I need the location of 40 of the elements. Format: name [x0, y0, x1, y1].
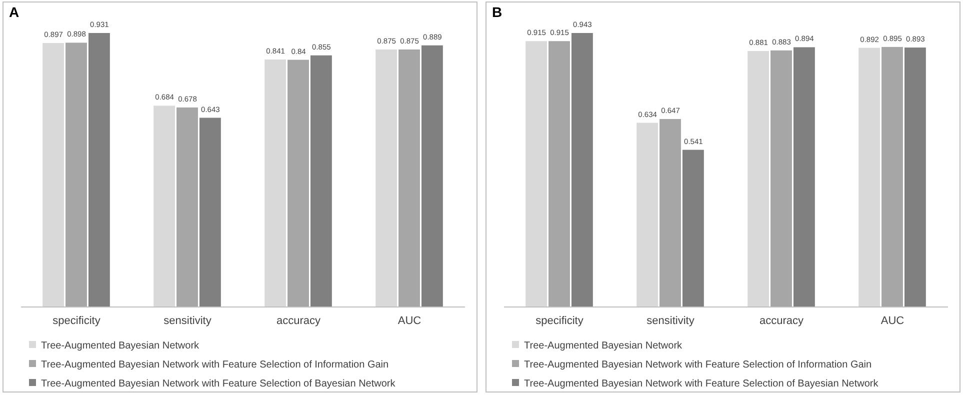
legend-label: Tree-Augmented Bayesian Network with Feature Selection of Information Gain [524, 360, 872, 370]
bar [748, 51, 770, 307]
x-tick-label: AUC [880, 314, 904, 327]
bar [176, 107, 198, 307]
bar [264, 59, 286, 307]
bar [548, 41, 570, 307]
chart-title: B [492, 4, 502, 20]
bar [88, 33, 110, 307]
bar [793, 47, 815, 307]
x-tick-label: accuracy [759, 314, 804, 327]
bar [66, 42, 87, 307]
x-tick-label: specificity [536, 314, 584, 327]
x-tick-label: sensitivity [646, 314, 695, 327]
bar [636, 122, 658, 307]
legend-label: Tree-Augmented Bayesian Network with Feature Selection of Bayesian Network [41, 378, 396, 390]
legend-label: Tree-Augmented Bayesian Network with Feature Selection of Information Gain [41, 360, 389, 370]
bar [882, 46, 903, 307]
chart-title: A [9, 4, 20, 20]
bar [310, 55, 332, 307]
bar [571, 33, 593, 307]
bar [154, 106, 176, 307]
legend-label: Tree-Augmented Bayesian Network with Feature Selection of Bayesian Network [524, 378, 880, 390]
bar [682, 150, 704, 307]
x-tick-label: accuracy [276, 314, 321, 327]
bar [660, 119, 681, 307]
bar [199, 118, 221, 307]
bar [421, 45, 443, 307]
x-tick-label: specificity [52, 314, 101, 327]
bar [858, 48, 880, 307]
x-tick-label: AUC [398, 314, 422, 327]
bar [904, 48, 926, 307]
bar [398, 49, 420, 307]
bar [376, 49, 398, 307]
bar [770, 50, 792, 307]
bar [42, 43, 64, 307]
bar [526, 41, 548, 307]
bar [288, 60, 309, 307]
x-tick-label: sensitivity [164, 314, 212, 327]
legend-label: Tree-Augmented Bayesian Network [41, 340, 200, 352]
legend-label: Tree-Augmented Bayesian Network [524, 340, 684, 352]
